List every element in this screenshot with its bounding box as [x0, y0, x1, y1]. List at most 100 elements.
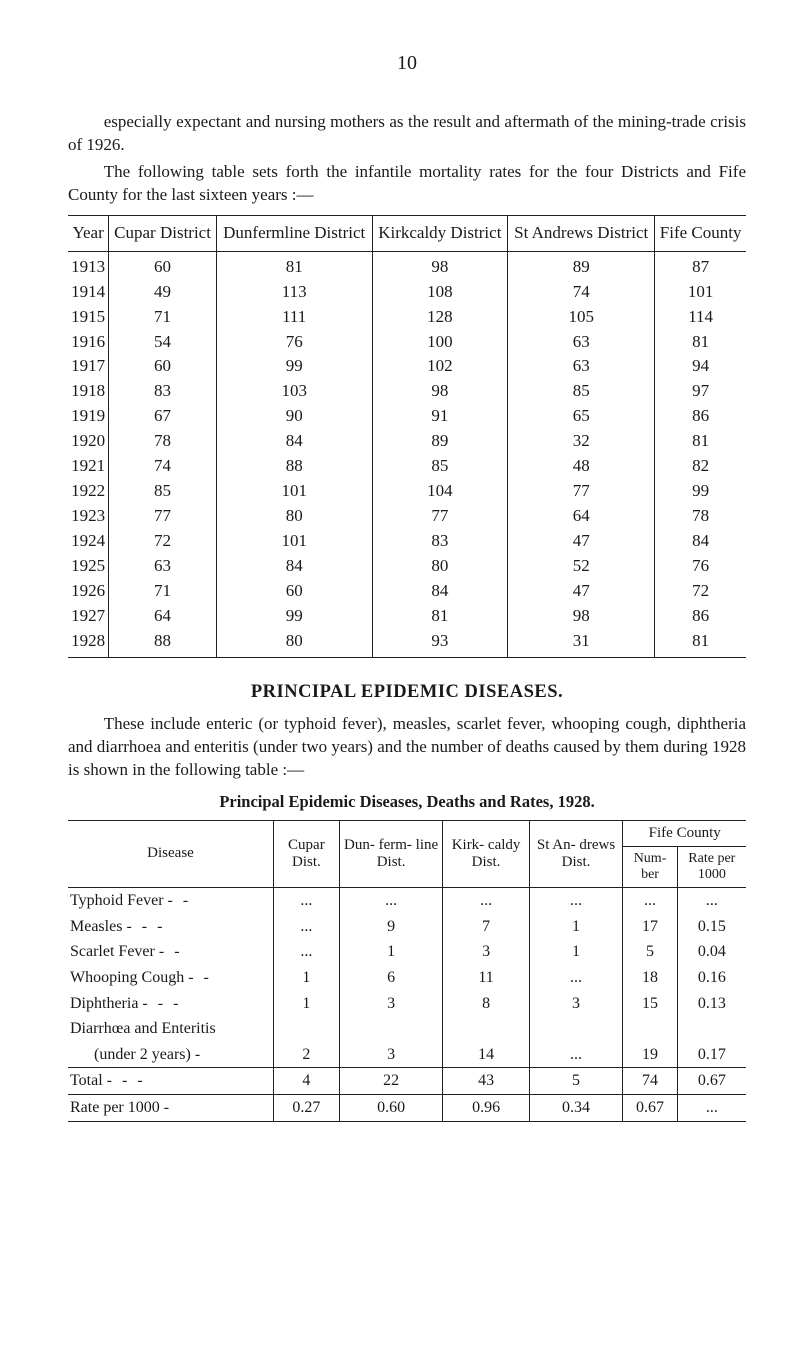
col-kirk-dist: Kirk- caldy Dist.: [443, 820, 529, 887]
cell: 3: [339, 991, 443, 1017]
cell: 74: [508, 280, 655, 305]
cell: 80: [372, 554, 508, 579]
cell: 5: [623, 939, 677, 965]
cell: 8: [443, 991, 529, 1017]
table-row: 19276499819886: [68, 604, 746, 629]
cell: 84: [216, 429, 372, 454]
table-row: Typhoid Fever - -..................: [68, 888, 746, 914]
table-row: 19256384805276: [68, 554, 746, 579]
cell: 71: [109, 579, 217, 604]
cell: [274, 1016, 340, 1042]
cell: 1916: [68, 330, 109, 355]
cell: 43: [443, 1068, 529, 1095]
cell: 0.04: [677, 939, 746, 965]
cell: 32: [508, 429, 655, 454]
cell: ...: [529, 1042, 623, 1068]
table-row: Whooping Cough - -1611...180.16: [68, 965, 746, 991]
cell: 101: [655, 280, 746, 305]
cell: 77: [508, 479, 655, 504]
cell: 47: [508, 529, 655, 554]
table-row: (under 2 years) -2314...190.17: [68, 1042, 746, 1068]
cell: ...: [274, 914, 340, 940]
cell: 81: [655, 629, 746, 657]
col-kirkcaldy: Kirkcaldy District: [372, 215, 508, 251]
table-row: 191760991026394: [68, 354, 746, 379]
cell: 84: [216, 554, 372, 579]
cell: 97: [655, 379, 746, 404]
cell: 98: [372, 251, 508, 279]
table-row: 19217488854882: [68, 454, 746, 479]
cell: 63: [508, 354, 655, 379]
cell: [529, 1016, 623, 1042]
col-rate: Rate per 1000: [677, 846, 746, 887]
table-row: Measles - - -...971170.15: [68, 914, 746, 940]
table-row: Total - - -422435740.67: [68, 1068, 746, 1095]
cell: 63: [508, 330, 655, 355]
cell: ...: [529, 965, 623, 991]
disease-label: Scarlet Fever - -: [68, 939, 274, 965]
cell: 72: [655, 579, 746, 604]
cell: 98: [508, 604, 655, 629]
cell: 80: [216, 504, 372, 529]
cell: 111: [216, 305, 372, 330]
cell: 60: [109, 251, 217, 279]
table-row: 19196790916586: [68, 404, 746, 429]
disease-label: Diarrhœa and Enteritis: [68, 1016, 274, 1042]
cell: 93: [372, 629, 508, 657]
cell: 84: [372, 579, 508, 604]
cell: 1: [339, 939, 443, 965]
cell: 94: [655, 354, 746, 379]
cell: 128: [372, 305, 508, 330]
cell: 99: [216, 604, 372, 629]
col-cupar-dist: Cupar Dist.: [274, 820, 340, 887]
disease-label: Whooping Cough - -: [68, 965, 274, 991]
page-number: 10: [68, 50, 746, 77]
cell: 88: [216, 454, 372, 479]
epidemic-intro: These include enteric (or typhoid fever)…: [68, 713, 746, 782]
cell: 2: [274, 1042, 340, 1068]
cell: 81: [655, 330, 746, 355]
cell: 114: [655, 305, 746, 330]
cell: 0.13: [677, 991, 746, 1017]
cell: 85: [508, 379, 655, 404]
col-number: Num- ber: [623, 846, 677, 887]
cell: 0.15: [677, 914, 746, 940]
cell: 60: [216, 579, 372, 604]
table-row: 19144911310874101: [68, 280, 746, 305]
cell: 1919: [68, 404, 109, 429]
cell: 63: [109, 554, 217, 579]
col-cupar: Cupar District: [109, 215, 217, 251]
table-row: 191571111128105114: [68, 305, 746, 330]
cell: 52: [508, 554, 655, 579]
cell: 0.27: [274, 1094, 340, 1121]
table-row: 191654761006381: [68, 330, 746, 355]
cell: 1: [529, 939, 623, 965]
cell: 60: [109, 354, 217, 379]
cell: [339, 1016, 443, 1042]
cell: 80: [216, 629, 372, 657]
table-row: 19237780776478: [68, 504, 746, 529]
cell: 7: [443, 914, 529, 940]
col-fife-county: Fife County: [623, 820, 746, 846]
cell: 81: [655, 429, 746, 454]
cell: 1924: [68, 529, 109, 554]
col-dun-dist: Dun- ferm- line Dist.: [339, 820, 443, 887]
cell: 98: [372, 379, 508, 404]
cell: 91: [372, 404, 508, 429]
table-row: 19136081988987: [68, 251, 746, 279]
cell: 78: [655, 504, 746, 529]
cell: 1922: [68, 479, 109, 504]
cell: 1921: [68, 454, 109, 479]
epidemic-subtitle: Principal Epidemic Diseases, Deaths and …: [68, 791, 746, 813]
cell: ...: [274, 939, 340, 965]
cell: 18: [623, 965, 677, 991]
cell: 89: [508, 251, 655, 279]
cell: 77: [372, 504, 508, 529]
cell: 17: [623, 914, 677, 940]
cell: 6: [339, 965, 443, 991]
cell: 0.67: [677, 1068, 746, 1095]
disease-label: Diphtheria - - -: [68, 991, 274, 1017]
cell: 85: [109, 479, 217, 504]
cell: 99: [655, 479, 746, 504]
cell: ...: [443, 888, 529, 914]
